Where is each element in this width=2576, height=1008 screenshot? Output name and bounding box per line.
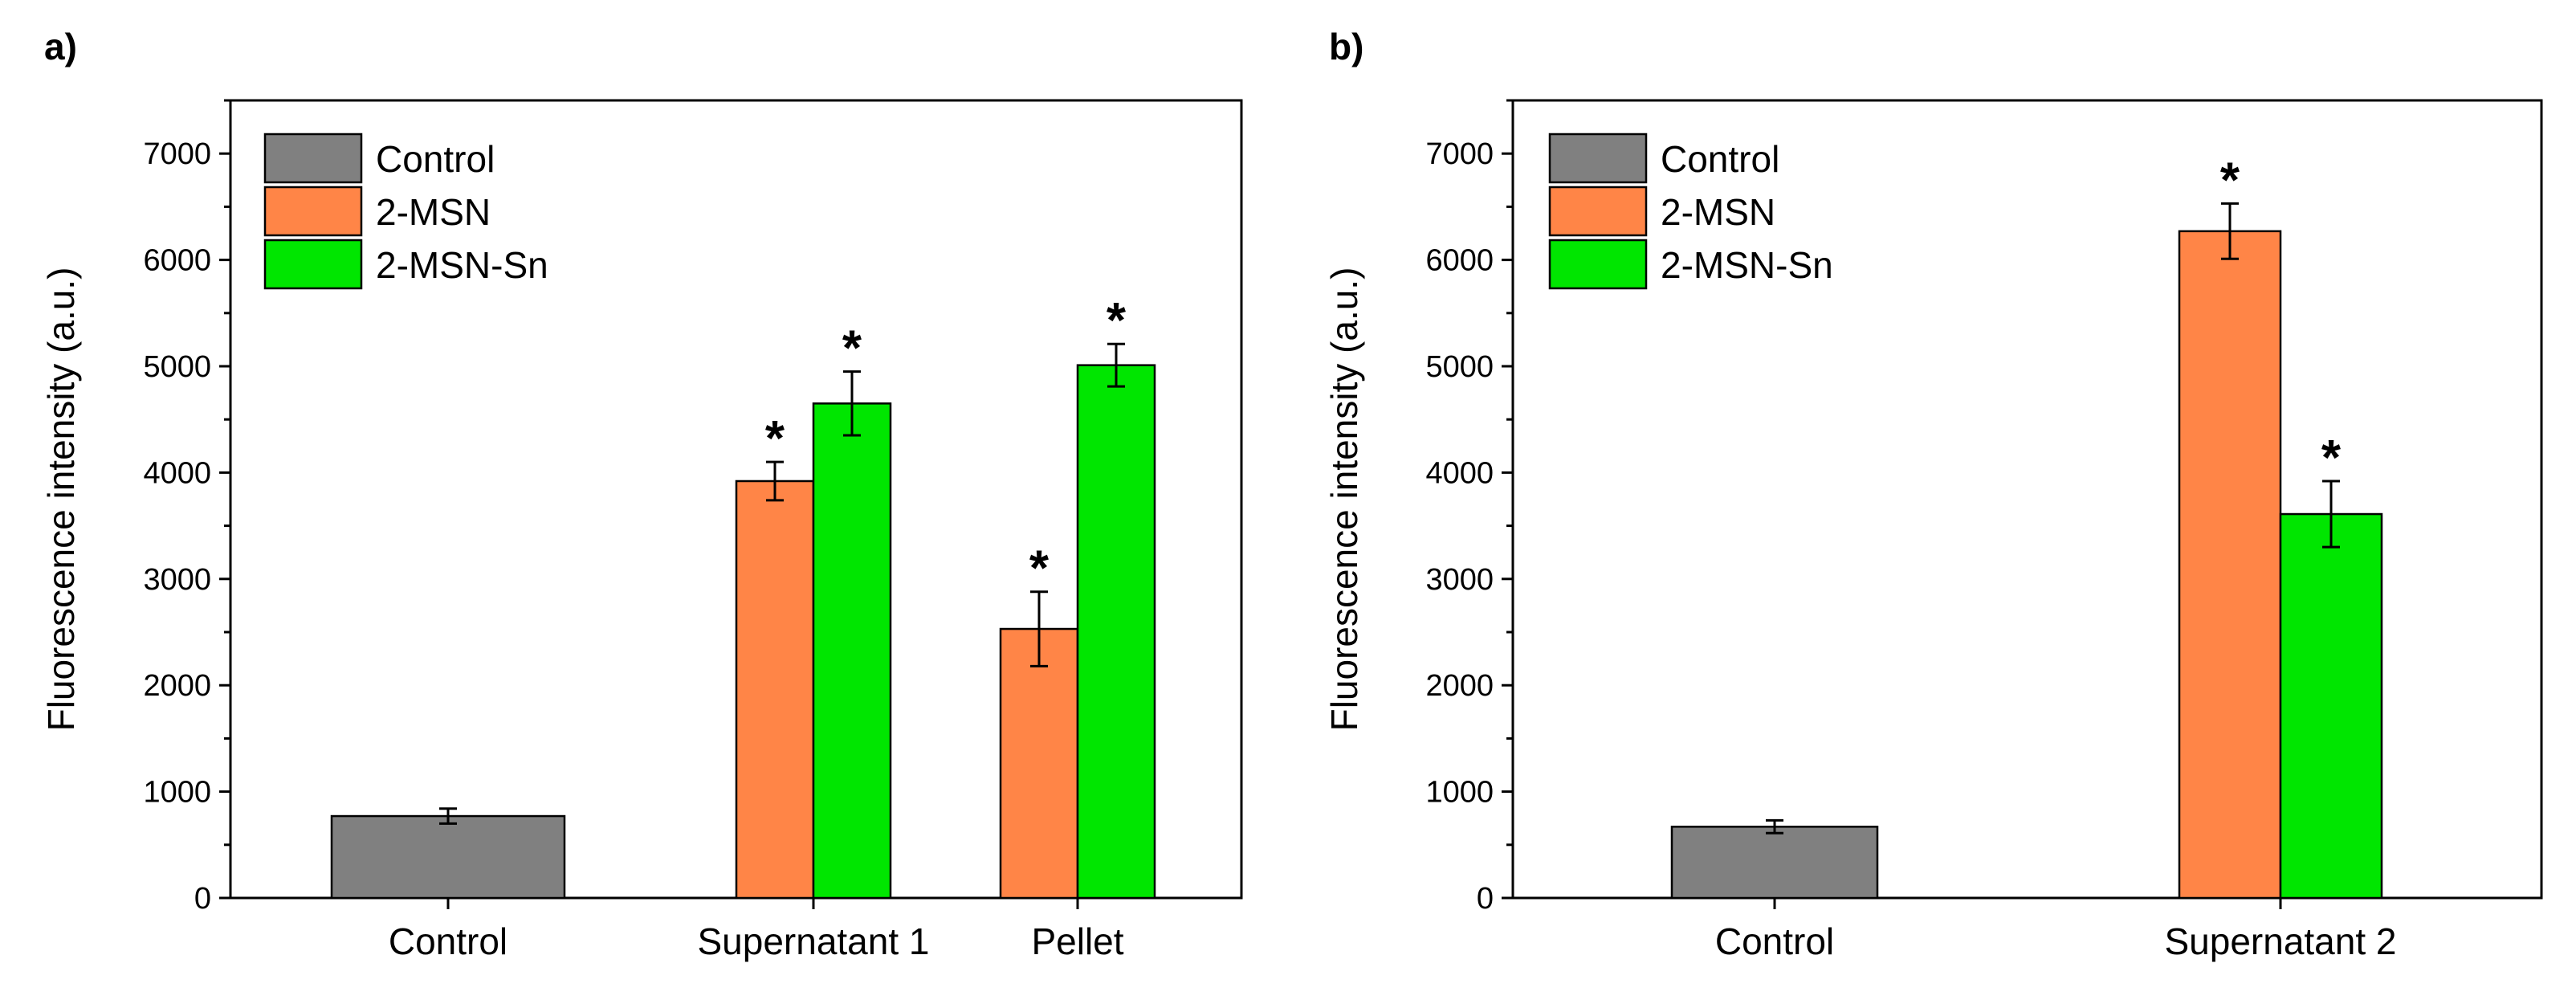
bar-2-msn-sn-supernatant-2 bbox=[2279, 512, 2383, 900]
x-tick-label: Supernatant 1 bbox=[697, 920, 929, 962]
y-tick-label: 2000 bbox=[143, 669, 211, 703]
legend-swatch-2-msn-sn bbox=[1548, 239, 1648, 290]
y-tick-label: 5000 bbox=[1425, 350, 1494, 384]
x-tick-label: Control bbox=[389, 920, 507, 962]
y-tick-label: 0 bbox=[1477, 882, 1494, 916]
panel-label: b) bbox=[1329, 26, 1363, 67]
significance-marker: * bbox=[1107, 293, 1127, 349]
legend: Control 2-MSN 2-MSN-Sn bbox=[1548, 133, 1833, 290]
legend-label: 2-MSN-Sn bbox=[376, 244, 548, 286]
y-tick-label: 7000 bbox=[1425, 137, 1494, 171]
y-axis-title: Fluorescence intensity (a.u.) bbox=[40, 267, 82, 732]
chart-panel-a: a) 0 1000 2000 3000 4000 5000 6000 7000 Fluoresce… bbox=[40, 26, 1243, 962]
legend-swatch-control bbox=[263, 133, 363, 184]
x-tick-label: Pellet bbox=[1031, 920, 1123, 962]
legend-swatch-2-msn-sn bbox=[263, 239, 363, 290]
bar-control-control bbox=[1670, 826, 1879, 900]
bar-2-msn-sn-pellet bbox=[1076, 364, 1156, 900]
significance-marker: * bbox=[2321, 431, 2342, 486]
y-tick-label: 6000 bbox=[143, 244, 211, 278]
y-tick-label: 1000 bbox=[143, 776, 211, 810]
bar-2-msn-supernatant-1 bbox=[735, 480, 815, 900]
y-tick-label: 1000 bbox=[1425, 776, 1494, 810]
y-tick-label: 3000 bbox=[1425, 563, 1494, 597]
x-tick-label: Supernatant 2 bbox=[2164, 920, 2396, 962]
y-tick-label: 7000 bbox=[143, 137, 211, 171]
legend-label: Control bbox=[1661, 138, 1779, 180]
y-tick-label: 0 bbox=[194, 882, 211, 916]
legend-label: Control bbox=[376, 138, 495, 180]
bar-2-msn-supernatant-2 bbox=[2178, 230, 2282, 900]
significance-marker: * bbox=[765, 411, 785, 467]
bar-2-msn-sn-supernatant-1 bbox=[812, 402, 892, 900]
chart-panel-b: b) 0 1000 2000 3000 4000 5000 6000 7000 Fluoresce… bbox=[1323, 26, 2543, 962]
significance-marker: * bbox=[2220, 153, 2240, 208]
y-tick-label: 2000 bbox=[1425, 669, 1494, 703]
x-tick-label: Control bbox=[1715, 920, 1834, 962]
legend-label: 2-MSN bbox=[376, 191, 491, 233]
y-tick-label: 5000 bbox=[143, 350, 211, 384]
y-axis-title: Fluorescence intensity (a.u.) bbox=[1323, 267, 1365, 732]
y-tick-label: 6000 bbox=[1425, 244, 1494, 278]
significance-marker: * bbox=[1029, 541, 1050, 597]
y-tick-label: 3000 bbox=[143, 563, 211, 597]
legend-swatch-2-msn bbox=[263, 186, 363, 237]
panel-label: a) bbox=[44, 26, 77, 67]
bar-2-msn-pellet bbox=[999, 627, 1079, 900]
y-tick-label: 4000 bbox=[143, 456, 211, 490]
bar-control-control bbox=[330, 814, 566, 900]
legend-swatch-control bbox=[1548, 133, 1648, 184]
y-tick-label: 4000 bbox=[1425, 456, 1494, 490]
significance-marker: * bbox=[842, 321, 862, 377]
legend-swatch-2-msn bbox=[1548, 186, 1648, 237]
legend-label: 2-MSN bbox=[1661, 191, 1775, 233]
plot-frame bbox=[1511, 99, 2543, 900]
legend-label: 2-MSN-Sn bbox=[1661, 244, 1833, 286]
legend: Control 2-MSN 2-MSN-Sn bbox=[263, 133, 548, 290]
